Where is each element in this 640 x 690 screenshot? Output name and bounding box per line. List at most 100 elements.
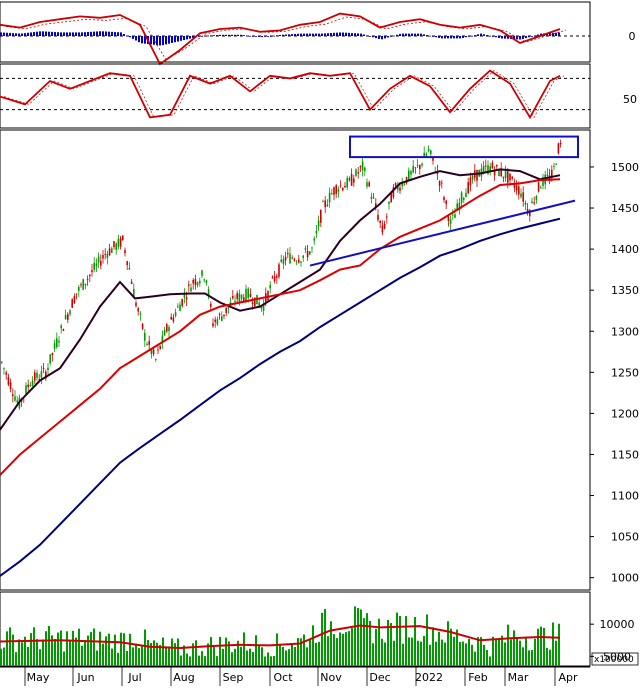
macd-histogram-bar	[342, 32, 344, 36]
price-candle-body	[287, 252, 289, 255]
ma-mid-line	[0, 178, 561, 476]
support-trendline	[309, 199, 576, 267]
volume-bar	[12, 634, 14, 666]
price-candle-body	[40, 371, 43, 378]
volume-bar	[162, 637, 164, 666]
volume-bar	[414, 617, 416, 666]
price-candle-body	[408, 170, 410, 180]
price-candle-body	[53, 343, 56, 349]
volume-bar	[444, 642, 446, 666]
macd-histogram-bar	[108, 31, 110, 36]
price-candle-body	[150, 349, 153, 354]
volume-bar	[39, 649, 41, 666]
price-candle-body	[240, 294, 243, 299]
price-candle-body	[496, 164, 498, 167]
volume-bar	[282, 646, 284, 666]
macd-histogram-bar	[114, 32, 116, 36]
volume-bar	[165, 646, 167, 666]
volume-bar	[420, 641, 422, 666]
price-candle-body	[368, 182, 370, 187]
price-candle-body	[410, 171, 412, 175]
macd-histogram-bar	[54, 32, 56, 36]
volume-bar	[558, 623, 560, 666]
volume-bar	[321, 612, 323, 666]
macd-histogram-bar	[156, 36, 158, 46]
price-candle-body	[227, 307, 230, 309]
volume-bar	[309, 638, 311, 666]
price-candle-body	[372, 197, 375, 199]
price-candle-body	[397, 185, 399, 190]
price-candle-body	[500, 168, 502, 177]
macd-histogram-bar	[558, 32, 560, 36]
macd-histogram-bar	[186, 36, 188, 40]
price-candle-body	[317, 220, 320, 227]
price-candle-body	[62, 329, 65, 331]
price-candle-body	[232, 296, 234, 299]
volume-bar	[345, 632, 347, 666]
price-candle-body	[16, 400, 18, 403]
price-candle-body	[394, 183, 397, 186]
price-candle-body	[73, 296, 76, 304]
volume-tick-label: 5000	[603, 650, 631, 663]
macd-histogram-bar	[519, 36, 521, 40]
x-axis-month-label: Apr	[558, 671, 578, 684]
price-candle-body	[529, 209, 531, 217]
macd-histogram-bar	[111, 31, 113, 36]
price-candle-body	[113, 241, 115, 248]
price-candle-body	[359, 165, 362, 168]
macd-histogram-bar	[483, 34, 485, 36]
price-candle-body	[493, 170, 496, 176]
volume-bar	[57, 632, 59, 666]
volume-bar	[192, 643, 194, 666]
volume-bar	[294, 647, 296, 666]
macd-histogram-bar	[306, 33, 308, 36]
price-candle-body	[238, 293, 241, 302]
price-candle-body	[27, 384, 29, 388]
volume-bar	[159, 645, 161, 666]
price-candle-body	[181, 299, 183, 306]
volume-bar	[123, 633, 125, 666]
price-candle-body	[489, 166, 491, 172]
price-candle-body	[337, 189, 340, 192]
macd-histogram-bar	[198, 36, 200, 37]
macd-histogram-bar	[300, 33, 302, 36]
price-tick-label: 1000	[611, 572, 639, 585]
x-axis-month-label: Aug	[173, 671, 194, 684]
price-candle-body	[185, 297, 188, 300]
macd-histogram-bar	[444, 36, 446, 39]
macd-histogram-bar	[516, 36, 518, 40]
price-candle-body	[386, 216, 388, 218]
volume-bar	[93, 628, 95, 666]
price-candle-body	[31, 380, 34, 386]
macd-histogram-bar	[432, 36, 434, 37]
price-candle-body	[507, 171, 509, 183]
volume-bar	[60, 630, 62, 666]
macd-histogram-bar	[402, 33, 404, 36]
price-candle-body	[29, 384, 32, 387]
volume-bar	[486, 649, 488, 666]
volume-bar	[468, 638, 470, 666]
price-candle-body	[315, 231, 318, 234]
volume-bar	[411, 637, 413, 666]
macd-histogram-bar	[105, 31, 107, 36]
volume-bar	[399, 616, 401, 666]
macd-tick-label: 0	[629, 30, 636, 43]
macd-histogram-bar	[528, 36, 530, 38]
price-candle-body	[89, 274, 91, 277]
macd-histogram-bar	[258, 36, 260, 37]
volume-bar	[99, 631, 101, 666]
volume-bar	[264, 656, 266, 666]
price-candle-body	[100, 260, 102, 266]
price-candle-body	[339, 185, 342, 187]
price-candle-body	[458, 202, 461, 211]
volume-bar	[219, 636, 221, 666]
price-candle-body	[141, 323, 144, 329]
macd-histogram-bar	[66, 32, 68, 36]
macd-histogram-bar	[330, 33, 332, 36]
price-candle-body	[247, 288, 249, 298]
volume-bar	[27, 646, 29, 666]
volume-bar	[111, 648, 113, 666]
macd-histogram-bar	[63, 32, 65, 36]
volume-bar	[147, 640, 149, 666]
price-candle-body	[179, 304, 181, 312]
